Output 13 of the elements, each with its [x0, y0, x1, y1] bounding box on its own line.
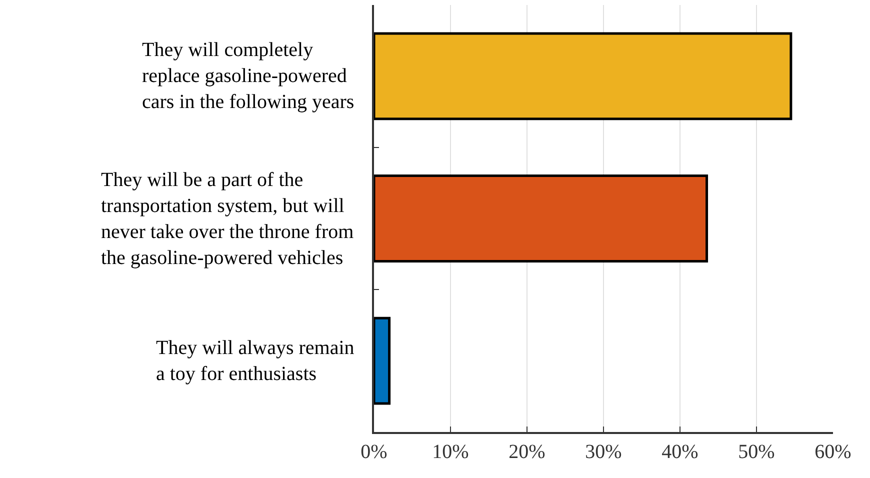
y-tick-label: They will always remain a toy for enthusiasts [156, 337, 354, 385]
x-tick-label: 60% [814, 440, 852, 463]
bar [374, 316, 391, 405]
x-tick-label: 50% [738, 440, 775, 463]
x-tick-label: 10% [432, 440, 469, 463]
bar [374, 32, 792, 120]
x-tick-label: 40% [662, 440, 698, 463]
bar [374, 174, 708, 262]
x-tick-label: 30% [585, 440, 622, 463]
x-tick-label: 20% [508, 440, 546, 463]
y-tick-label: They will completely replace gasoline-powered cars in the following years [142, 39, 354, 113]
y-tick-label: They will be a part of the transportation system, but will never take over the throne from the gasoline-powered vehicles [101, 169, 354, 269]
x-tick-label: 0% [360, 440, 388, 463]
